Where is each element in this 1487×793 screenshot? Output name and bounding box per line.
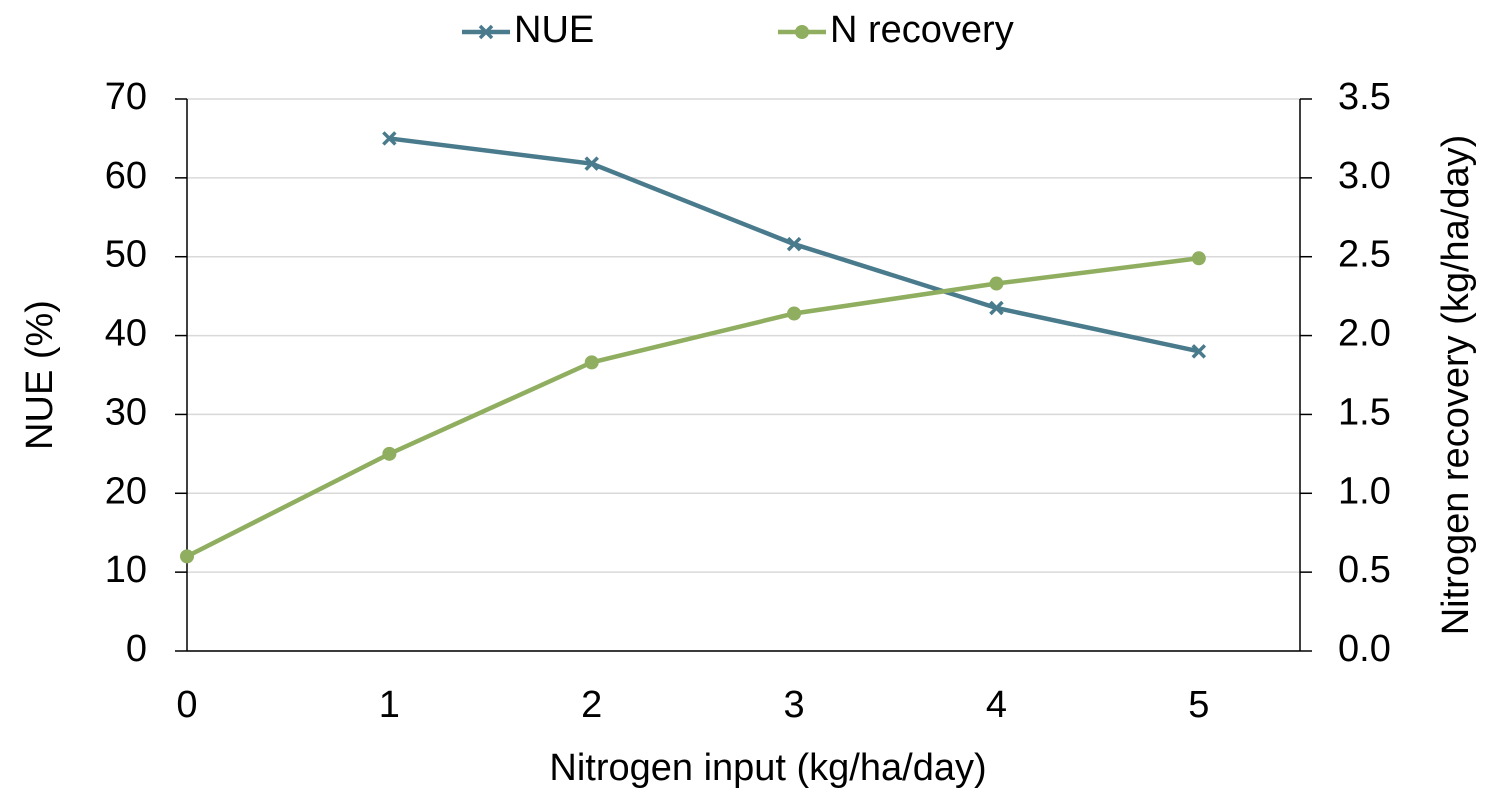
marker bbox=[180, 549, 194, 564]
y-tick-label: 60 bbox=[105, 155, 147, 197]
marker bbox=[382, 131, 397, 146]
y2-tick-label: 2.0 bbox=[1338, 313, 1391, 355]
y-tick-label: 0 bbox=[126, 628, 147, 670]
y-tick-label: 20 bbox=[105, 470, 147, 512]
y2-tick-label: 1.5 bbox=[1338, 391, 1391, 433]
y-axis-label: NUE (%) bbox=[19, 300, 61, 450]
marker bbox=[584, 355, 599, 370]
marker bbox=[787, 306, 802, 321]
x-axis-label: Nitrogen input (kg/ha/day) bbox=[549, 747, 986, 789]
marker bbox=[382, 446, 397, 461]
marker bbox=[1191, 344, 1207, 359]
x-tick-label: 0 bbox=[176, 684, 197, 726]
marker bbox=[584, 156, 599, 171]
x-tick-label: 1 bbox=[379, 684, 400, 726]
legend-marker bbox=[795, 25, 809, 39]
legend-label: N recovery bbox=[830, 9, 1014, 51]
y2-tick-label: 1.0 bbox=[1338, 470, 1391, 512]
y-tick-label: 10 bbox=[105, 549, 147, 591]
marker bbox=[989, 300, 1004, 316]
x-tick-label: 4 bbox=[986, 684, 1007, 726]
y2-axis-label: Nitrogen recovery (kg/ha/day) bbox=[1435, 135, 1477, 636]
y-tick-label: 40 bbox=[105, 313, 147, 355]
marker bbox=[989, 276, 1004, 291]
x-tick-label: 5 bbox=[1188, 684, 1209, 726]
y2-tick-label: 2.5 bbox=[1338, 234, 1391, 276]
x-tick-label: 2 bbox=[581, 684, 602, 726]
y2-tick-label: 3.5 bbox=[1338, 76, 1391, 118]
y2-tick-label: 0.0 bbox=[1338, 628, 1391, 670]
marker bbox=[1191, 251, 1206, 266]
y-tick-label: 30 bbox=[105, 391, 147, 433]
y-tick-label: 70 bbox=[105, 76, 147, 118]
legend-marker bbox=[478, 24, 494, 40]
y-tick-label: 50 bbox=[105, 234, 147, 276]
y2-tick-label: 3.0 bbox=[1338, 155, 1391, 197]
series-line bbox=[185, 256, 1200, 559]
legend-label: NUE bbox=[514, 9, 594, 51]
marker bbox=[786, 236, 802, 252]
x-tick-label: 3 bbox=[784, 684, 805, 726]
y2-tick-label: 0.5 bbox=[1338, 549, 1391, 591]
